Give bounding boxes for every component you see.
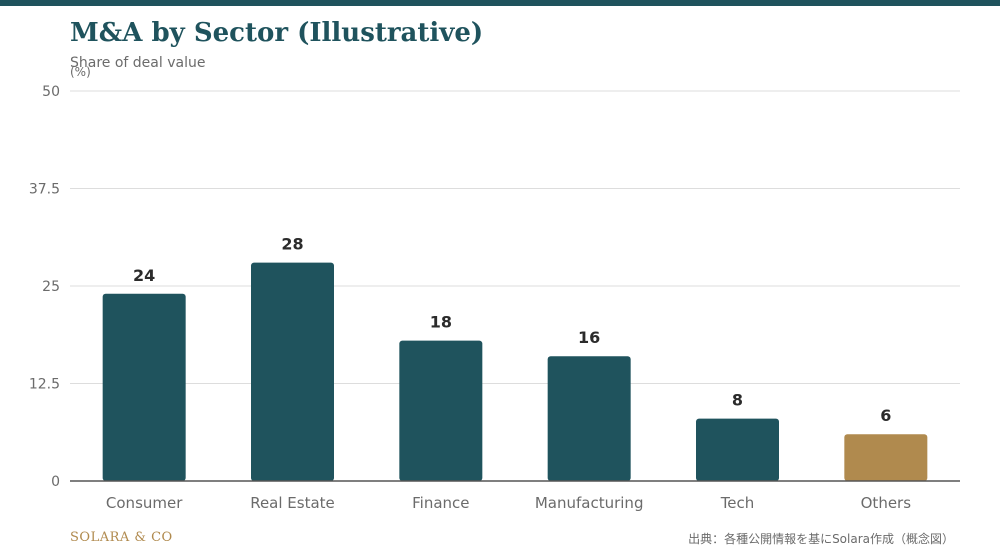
y-tick-label: 12.5 [29, 377, 60, 393]
bar-others [844, 434, 928, 481]
gridlines [70, 90, 960, 384]
x-tick-label: Others [861, 494, 912, 512]
x-tick-label: Tech [720, 494, 755, 512]
bar-value-labels: 24 28 18 16 8 6 [133, 235, 891, 426]
bar-tech [696, 418, 779, 481]
chart-title: M&A by Sector (Illustrative) [70, 18, 484, 48]
bar-value-label: 24 [133, 266, 155, 285]
chart-subtitle: Share of deal value [70, 55, 206, 71]
y-tick-label: 37.5 [29, 182, 60, 198]
x-tick-label: Consumer [106, 494, 183, 512]
x-tick-label: Manufacturing [535, 494, 644, 512]
bar-value-label: 16 [578, 328, 600, 347]
x-tick-label: Real Estate [250, 494, 335, 512]
bar-manufacturing [547, 356, 631, 481]
y-axis-unit-label: (%) [70, 65, 91, 79]
bar-value-label: 28 [281, 235, 303, 254]
bar-value-label: 6 [880, 406, 891, 425]
y-tick-label: 0 [51, 474, 60, 490]
brand-logo-text: SOLARA & CO [70, 530, 173, 545]
y-tick-label: 50 [42, 84, 60, 100]
top-accent-bar [0, 0, 1000, 6]
y-tick-label: 25 [42, 279, 60, 295]
x-axis-ticks: Consumer Real Estate Finance Manufacturing T… [106, 494, 911, 512]
bar-value-label: 8 [732, 391, 743, 410]
bar-finance [399, 340, 483, 481]
x-tick-label: Finance [412, 494, 469, 512]
bar-value-label: 18 [430, 313, 452, 332]
bars [102, 262, 928, 481]
bar-consumer [102, 293, 186, 481]
bar-real-estate [251, 262, 334, 481]
source-note: 出典：各種公開情報を基にSolara作成（概念図） [688, 532, 954, 546]
y-axis-ticks: 0 12.5 25 37.5 50 [29, 84, 60, 490]
